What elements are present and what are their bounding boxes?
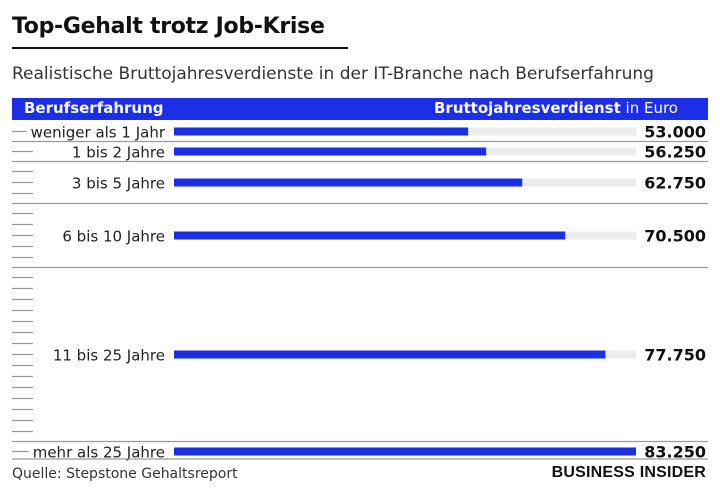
category-label-bg	[67, 142, 169, 163]
bar	[174, 447, 636, 456]
title-underline	[12, 47, 348, 49]
bar	[174, 127, 469, 136]
category-label: 11 bis 25 Jahre	[53, 347, 165, 365]
chart-subtitle: Realistische Bruttojahresverdienste in d…	[12, 64, 654, 84]
value-label: 53.000	[644, 123, 706, 142]
header-experience-label: Berufserfahrung	[24, 99, 164, 117]
chart-title: Top-Gehalt trotz Job-Krise	[12, 14, 325, 39]
category-label-bg	[48, 345, 169, 366]
category-label: 6 bis 10 Jahre	[62, 228, 165, 246]
header-salary-label: Bruttojahresverdienst in Euro	[434, 99, 678, 117]
table-header: Berufserfahrung Bruttojahresverdienst in…	[12, 98, 708, 120]
category-label-bg	[28, 442, 169, 463]
source-note: Quelle: Stepstone Gehaltsreport	[12, 466, 238, 482]
category-label: mehr als 25 Jahre	[33, 444, 165, 462]
category-label-bg	[67, 173, 169, 194]
value-label: 56.250	[644, 143, 706, 162]
category-label: 3 bis 5 Jahre	[72, 175, 165, 193]
bar	[174, 350, 606, 359]
bar	[174, 231, 566, 240]
category-label: 1 bis 2 Jahre	[72, 144, 165, 162]
value-label: 62.750	[644, 174, 706, 193]
header-salary-unit: in Euro	[625, 99, 678, 117]
value-label: 70.500	[644, 227, 706, 246]
value-label: 83.250	[644, 443, 706, 462]
category-label-bg	[26, 122, 170, 143]
category-label: weniger als 1 Jahr	[31, 124, 166, 142]
bar	[174, 147, 487, 156]
header-salary-bold: Bruttojahresverdienst	[433, 99, 621, 117]
value-label: 77.750	[644, 346, 706, 365]
bar	[174, 178, 523, 187]
brand-logo: BUSINESS INSIDER	[551, 464, 706, 481]
category-label-bg	[58, 226, 169, 247]
